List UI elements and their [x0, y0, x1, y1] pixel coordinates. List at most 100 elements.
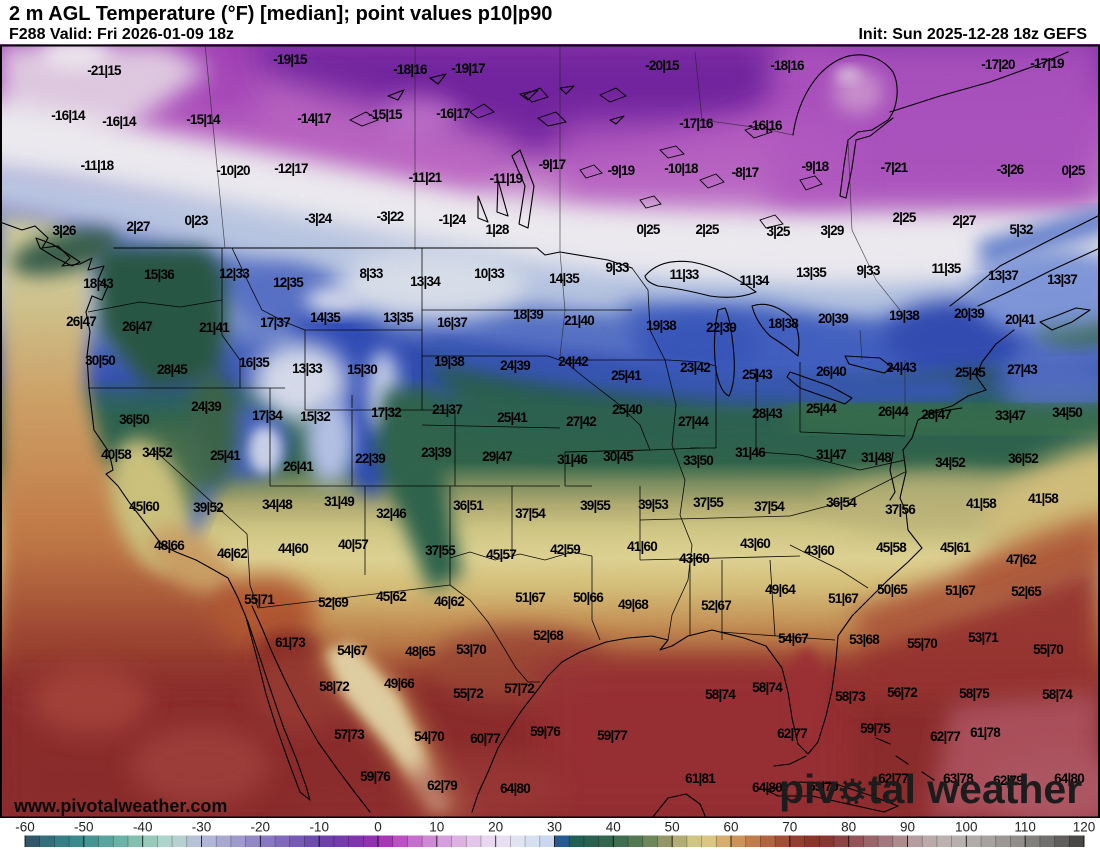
- svg-text:-10|18: -10|18: [664, 161, 699, 176]
- svg-text:31|46: 31|46: [557, 452, 588, 467]
- svg-text:9|33: 9|33: [605, 260, 629, 275]
- svg-text:23|42: 23|42: [680, 360, 710, 375]
- svg-text:31|49: 31|49: [324, 494, 354, 509]
- svg-text:53|70: 53|70: [456, 642, 486, 657]
- svg-text:100: 100: [955, 820, 978, 835]
- svg-text:-16|14: -16|14: [102, 114, 137, 129]
- svg-text:17|32: 17|32: [371, 405, 401, 420]
- svg-text:62|79: 62|79: [427, 778, 457, 793]
- svg-text:46|62: 46|62: [217, 546, 247, 561]
- svg-text:-11|21: -11|21: [409, 170, 443, 185]
- svg-text:1|28: 1|28: [485, 222, 509, 237]
- svg-text:34|52: 34|52: [935, 455, 965, 470]
- svg-text:14|35: 14|35: [310, 310, 341, 325]
- svg-text:18|43: 18|43: [83, 276, 114, 291]
- svg-text:60|77: 60|77: [470, 731, 500, 746]
- svg-text:120: 120: [1073, 820, 1096, 835]
- svg-text:13|37: 13|37: [1047, 272, 1077, 287]
- svg-text:61|81: 61|81: [685, 771, 716, 786]
- svg-text:53|68: 53|68: [849, 632, 880, 647]
- svg-text:25|40: 25|40: [612, 402, 642, 417]
- svg-text:-21|15: -21|15: [87, 63, 122, 78]
- svg-text:43|60: 43|60: [679, 551, 709, 566]
- svg-text:58|74: 58|74: [705, 687, 736, 702]
- svg-text:41|58: 41|58: [1028, 491, 1059, 506]
- svg-text:19|38: 19|38: [889, 308, 920, 323]
- svg-text:54|67: 54|67: [778, 631, 808, 646]
- svg-text:19|38: 19|38: [646, 318, 677, 333]
- svg-text:61|73: 61|73: [275, 635, 306, 650]
- svg-text:15|36: 15|36: [144, 267, 175, 282]
- svg-text:-17|20: -17|20: [981, 57, 1015, 72]
- svg-text:28|47: 28|47: [921, 407, 951, 422]
- svg-text:22|39: 22|39: [355, 451, 385, 466]
- svg-text:20|39: 20|39: [954, 306, 984, 321]
- svg-text:43|60: 43|60: [804, 543, 834, 558]
- svg-text:58|74: 58|74: [752, 680, 783, 695]
- svg-text:-20|15: -20|15: [645, 58, 680, 73]
- svg-text:20|41: 20|41: [1005, 312, 1036, 327]
- svg-text:-16|14: -16|14: [51, 108, 86, 123]
- svg-text:59|77: 59|77: [597, 728, 627, 743]
- svg-text:13|37: 13|37: [988, 268, 1018, 283]
- svg-text:57|72: 57|72: [504, 681, 534, 696]
- svg-text:-1|24: -1|24: [439, 212, 467, 227]
- svg-text:20|39: 20|39: [818, 311, 848, 326]
- svg-text:15|30: 15|30: [347, 362, 377, 377]
- svg-text:65|79: 65|79: [808, 779, 838, 794]
- svg-text:70: 70: [782, 820, 797, 835]
- svg-text:5|32: 5|32: [1009, 222, 1032, 237]
- svg-text:28|45: 28|45: [157, 362, 188, 377]
- svg-text:25|41: 25|41: [611, 368, 642, 383]
- svg-text:24|39: 24|39: [500, 358, 530, 373]
- svg-text:59|75: 59|75: [860, 721, 891, 736]
- svg-text:0|25: 0|25: [1061, 163, 1085, 178]
- svg-text:59|76: 59|76: [530, 724, 561, 739]
- svg-text:2|27: 2|27: [126, 219, 149, 234]
- svg-text:43|60: 43|60: [740, 536, 770, 551]
- svg-text:-10|20: -10|20: [216, 163, 250, 178]
- svg-text:37|54: 37|54: [754, 499, 785, 514]
- svg-text:0|23: 0|23: [184, 213, 208, 228]
- svg-text:42|59: 42|59: [550, 542, 580, 557]
- svg-text:28|43: 28|43: [752, 406, 783, 421]
- svg-text:13|34: 13|34: [410, 274, 441, 289]
- svg-text:-17|19: -17|19: [1030, 56, 1064, 71]
- svg-text:55|72: 55|72: [453, 686, 483, 701]
- svg-text:61|78: 61|78: [970, 725, 1001, 740]
- svg-text:45|57: 45|57: [486, 547, 516, 562]
- svg-text:-16|16: -16|16: [748, 118, 783, 133]
- svg-text:18|38: 18|38: [768, 316, 799, 331]
- svg-text:37|55: 37|55: [693, 495, 724, 510]
- svg-text:25|45: 25|45: [955, 365, 986, 380]
- svg-text:3|29: 3|29: [820, 223, 843, 238]
- svg-text:-15|14: -15|14: [186, 112, 221, 127]
- svg-text:13|35: 13|35: [796, 265, 827, 280]
- svg-text:64|80: 64|80: [500, 781, 530, 796]
- svg-text:45|60: 45|60: [129, 499, 159, 514]
- svg-text:12|35: 12|35: [273, 275, 304, 290]
- svg-text:26|44: 26|44: [878, 404, 909, 419]
- svg-text:45|62: 45|62: [376, 589, 406, 604]
- svg-text:24|43: 24|43: [886, 360, 917, 375]
- svg-text:58|72: 58|72: [319, 679, 349, 694]
- svg-text:-19|17: -19|17: [451, 61, 485, 76]
- svg-text:52|67: 52|67: [701, 598, 731, 613]
- svg-text:26|47: 26|47: [66, 314, 96, 329]
- svg-text:54|67: 54|67: [337, 643, 367, 658]
- svg-text:40|57: 40|57: [338, 537, 368, 552]
- svg-text:14|35: 14|35: [549, 271, 580, 286]
- svg-text:48|66: 48|66: [154, 538, 185, 553]
- svg-text:0|25: 0|25: [636, 222, 660, 237]
- svg-text:51|67: 51|67: [515, 590, 545, 605]
- svg-text:50|66: 50|66: [573, 590, 604, 605]
- svg-text:-3|26: -3|26: [997, 162, 1025, 177]
- svg-text:47|62: 47|62: [1006, 552, 1036, 567]
- svg-text:21|41: 21|41: [199, 320, 230, 335]
- svg-text:51|67: 51|67: [945, 583, 975, 598]
- svg-text:33|47: 33|47: [995, 408, 1025, 423]
- svg-text:52|68: 52|68: [533, 628, 564, 643]
- svg-text:-15|15: -15|15: [368, 107, 403, 122]
- svg-text:34|52: 34|52: [142, 445, 172, 460]
- svg-text:-9|19: -9|19: [608, 163, 635, 178]
